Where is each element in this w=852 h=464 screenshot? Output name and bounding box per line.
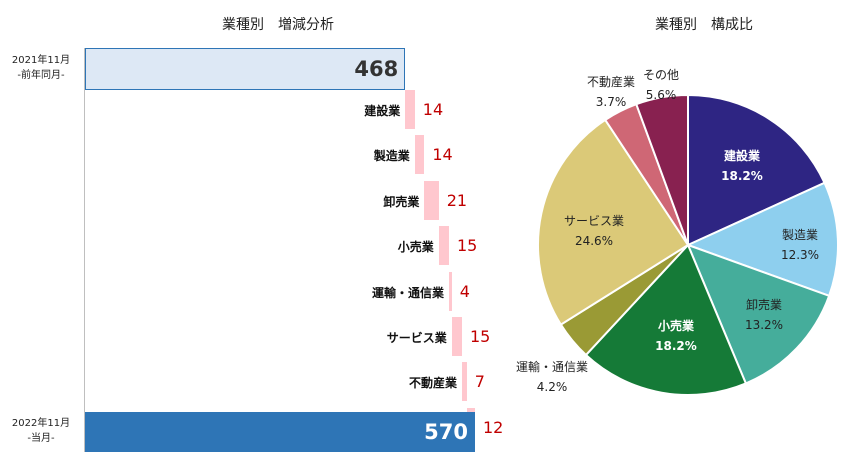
start-label-date: 2021年11月 xyxy=(11,55,71,66)
category-label: 製造業 xyxy=(373,149,410,164)
end-label: 2022年11月 -当月- xyxy=(6,416,76,446)
pie-slice-value: 3.7% xyxy=(596,95,627,109)
pie-slice-label: 建設業 xyxy=(723,148,761,163)
pie-slice xyxy=(584,243,748,396)
pie-title: 業種別 構成比 xyxy=(655,17,753,33)
end-value: 570 xyxy=(424,420,468,444)
waterfall-axis xyxy=(84,48,85,452)
pie-slice-label: 運輸・通信業 xyxy=(516,359,588,374)
pie-slice-label: 不動産業 xyxy=(587,74,635,89)
category-label: 建設業 xyxy=(364,104,401,118)
pie-slice-value: 5.6% xyxy=(646,88,677,102)
increase-value: 21 xyxy=(446,190,468,210)
increase-value: 4 xyxy=(459,281,470,301)
category-label: 運輸・通信業 xyxy=(371,285,444,300)
pie-slice-value: 18.2% xyxy=(655,339,697,353)
increase-bar xyxy=(438,226,449,266)
pie-slice xyxy=(687,93,826,247)
pie-slice-value: 24.6% xyxy=(575,234,613,248)
pie-slice-label: サービス業 xyxy=(564,214,624,228)
increase-bar xyxy=(424,180,439,220)
increase-value: 14 xyxy=(422,100,444,119)
increase-value: 12 xyxy=(483,417,504,437)
pie-slice-label: その他 xyxy=(643,68,679,82)
start-value: 468 xyxy=(354,57,399,81)
pie-slice-label: 製造業 xyxy=(782,228,818,242)
increase-bar xyxy=(462,362,467,402)
pie-slice xyxy=(685,181,839,298)
pie-slice-value: 18.2% xyxy=(721,169,763,183)
start-label: 2021年11月 -前年同月- xyxy=(6,53,76,83)
end-label-sub: -当月- xyxy=(27,433,55,444)
start-label-sub: -前年同月- xyxy=(17,70,65,81)
waterfall-title: 業種別 増減分析 xyxy=(222,17,334,33)
end-bar xyxy=(85,412,475,452)
pie-slice xyxy=(686,243,831,385)
pie-slice xyxy=(537,118,690,326)
pie-slice xyxy=(635,93,689,246)
increase-value: 7 xyxy=(474,372,485,392)
end-label-date: 2022年11月 xyxy=(11,418,71,429)
category-label: 卸売業 xyxy=(383,194,420,209)
increase-bar xyxy=(414,135,425,175)
increase-value: 15 xyxy=(457,236,478,256)
pie-slice-value: 4.2% xyxy=(537,380,568,394)
increase-bar xyxy=(449,271,452,311)
category-label: サービス業 xyxy=(386,331,447,345)
category-label: 不動産業 xyxy=(408,376,457,391)
pie-slice-label: 卸売業 xyxy=(746,297,782,312)
increase-bar xyxy=(451,317,462,356)
pie-slice-value: 12.3% xyxy=(781,248,819,262)
category-label: 小売業 xyxy=(397,240,434,255)
pie-slice-label: 小売業 xyxy=(658,318,695,333)
increase-bar xyxy=(405,90,415,129)
start-bar xyxy=(85,48,406,90)
increase-value: 14 xyxy=(432,145,453,165)
pie-slice-value: 13.2% xyxy=(745,318,783,332)
increase-value: 15 xyxy=(470,327,491,346)
